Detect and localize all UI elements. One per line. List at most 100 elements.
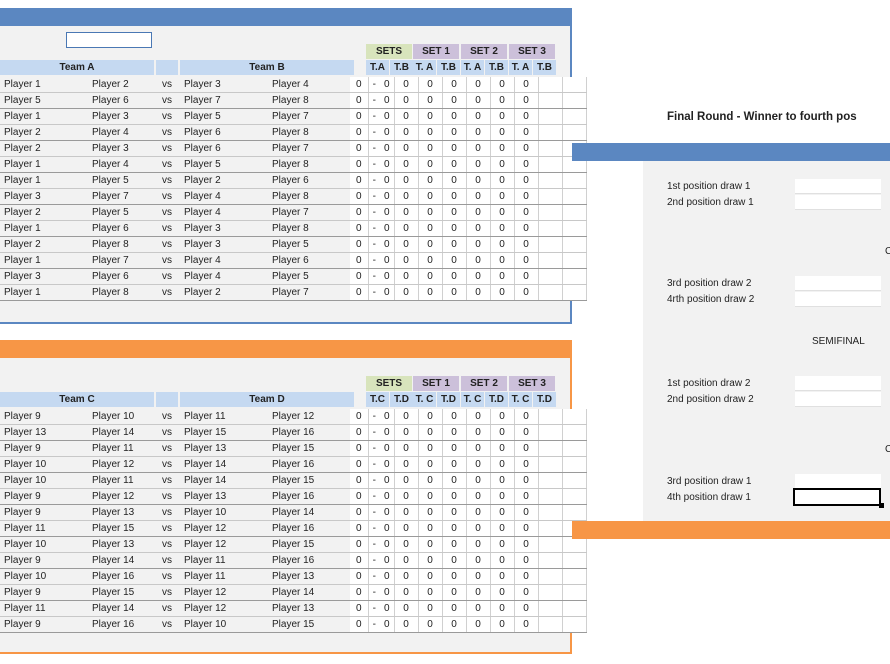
set-score-cell[interactable]: 0 (394, 124, 419, 141)
set-score-cell[interactable]: 0 (418, 220, 443, 237)
set-score-cell[interactable]: 0 (418, 440, 443, 457)
set-score-cell[interactable]: 0 (394, 92, 419, 109)
set-score-cell[interactable]: 0 (442, 268, 467, 285)
set-score-cell[interactable]: 0 (442, 236, 467, 253)
set-score-cell[interactable]: 0 (514, 156, 539, 173)
set-score-cell[interactable]: 0 (394, 252, 419, 269)
set-score-cell[interactable]: 0 (466, 616, 491, 633)
set-score-cell[interactable]: 0 (514, 172, 539, 189)
set-score-cell[interactable]: 0 (466, 188, 491, 205)
set-score-cell[interactable]: 0 (490, 440, 515, 457)
final-input-8-selected[interactable] (793, 488, 881, 506)
sets-score-right[interactable]: 0 (380, 172, 395, 189)
set-score-cell[interactable]: 0 (514, 108, 539, 125)
sets-score-left[interactable]: 0 (350, 504, 369, 521)
set-score-cell[interactable]: 0 (466, 220, 491, 237)
final-input-6[interactable] (795, 392, 881, 407)
sets-score-right[interactable]: 0 (380, 568, 395, 585)
sets-score-right[interactable]: 0 (380, 536, 395, 553)
set-score-cell[interactable]: 0 (514, 552, 539, 569)
sets-score-left[interactable]: 0 (350, 204, 369, 221)
sets-score-left[interactable]: 0 (350, 568, 369, 585)
set-score-cell[interactable]: 0 (418, 520, 443, 537)
set-score-cell[interactable]: 0 (418, 600, 443, 617)
set-score-cell[interactable]: 0 (394, 108, 419, 125)
set-score-cell[interactable]: 0 (490, 124, 515, 141)
set-score-cell[interactable]: 0 (418, 456, 443, 473)
set-score-cell[interactable]: 0 (418, 284, 443, 301)
set-score-cell[interactable]: 0 (394, 600, 419, 617)
sets-score-left[interactable]: 0 (350, 584, 369, 601)
set-score-cell[interactable]: 0 (490, 456, 515, 473)
set-score-cell[interactable]: 0 (394, 520, 419, 537)
sets-score-left[interactable]: 0 (350, 252, 369, 269)
sets-score-left[interactable]: 0 (350, 108, 369, 125)
set-score-cell[interactable]: 0 (418, 172, 443, 189)
set-score-cell[interactable]: 0 (514, 92, 539, 109)
set-score-cell[interactable]: 0 (442, 252, 467, 269)
set-score-cell[interactable]: 0 (442, 92, 467, 109)
sets-score-right[interactable]: 0 (380, 504, 395, 521)
sets-score-left[interactable]: 0 (350, 284, 369, 301)
set-score-cell[interactable]: 0 (394, 409, 419, 425)
set-score-cell[interactable]: 0 (466, 584, 491, 601)
set-score-cell[interactable]: 0 (418, 536, 443, 553)
set-score-cell[interactable]: 0 (490, 616, 515, 633)
set-score-cell[interactable]: 0 (394, 488, 419, 505)
sets-score-left[interactable]: 0 (350, 536, 369, 553)
set-score-cell[interactable]: 0 (442, 77, 467, 93)
set-score-cell[interactable]: 0 (466, 504, 491, 521)
set-score-cell[interactable]: 0 (418, 584, 443, 601)
sets-score-right[interactable]: 0 (380, 488, 395, 505)
final-input-1[interactable] (795, 179, 881, 194)
set-score-cell[interactable]: 0 (466, 204, 491, 221)
set-score-cell[interactable]: 0 (466, 140, 491, 157)
set-score-cell[interactable]: 0 (418, 409, 443, 425)
set-score-cell[interactable]: 0 (490, 188, 515, 205)
set-score-cell[interactable]: 0 (418, 268, 443, 285)
set-score-cell[interactable]: 0 (514, 520, 539, 537)
set-score-cell[interactable]: 0 (394, 568, 419, 585)
sets-score-right[interactable]: 0 (380, 616, 395, 633)
set-score-cell[interactable]: 0 (418, 77, 443, 93)
set-score-cell[interactable]: 0 (394, 536, 419, 553)
set-score-cell[interactable]: 0 (418, 424, 443, 441)
set-score-cell[interactable]: 0 (490, 220, 515, 237)
sets-score-right[interactable]: 0 (380, 409, 395, 425)
set-score-cell[interactable]: 0 (466, 552, 491, 569)
set-score-cell[interactable]: 0 (514, 456, 539, 473)
sets-score-left[interactable]: 0 (350, 600, 369, 617)
set-score-cell[interactable]: 0 (514, 584, 539, 601)
set-score-cell[interactable]: 0 (514, 536, 539, 553)
set-score-cell[interactable]: 0 (466, 456, 491, 473)
set-score-cell[interactable]: 0 (490, 568, 515, 585)
set-score-cell[interactable]: 0 (418, 488, 443, 505)
sets-score-right[interactable]: 0 (380, 268, 395, 285)
final-input-7[interactable] (795, 474, 881, 489)
set-score-cell[interactable]: 0 (394, 284, 419, 301)
sets-score-right[interactable]: 0 (380, 124, 395, 141)
set-score-cell[interactable]: 0 (442, 124, 467, 141)
set-score-cell[interactable]: 0 (442, 440, 467, 457)
set-score-cell[interactable]: 0 (442, 108, 467, 125)
set-score-cell[interactable]: 0 (442, 220, 467, 237)
set-score-cell[interactable]: 0 (418, 504, 443, 521)
set-score-cell[interactable]: 0 (514, 440, 539, 457)
sets-score-right[interactable]: 0 (380, 584, 395, 601)
set-score-cell[interactable]: 0 (490, 108, 515, 125)
set-score-cell[interactable]: 0 (418, 616, 443, 633)
sets-score-left[interactable]: 0 (350, 552, 369, 569)
sets-score-left[interactable]: 0 (350, 268, 369, 285)
set-score-cell[interactable]: 0 (418, 204, 443, 221)
set-score-cell[interactable]: 0 (466, 268, 491, 285)
sets-score-right[interactable]: 0 (380, 552, 395, 569)
set-score-cell[interactable]: 0 (490, 584, 515, 601)
set-score-cell[interactable]: 0 (490, 252, 515, 269)
set-score-cell[interactable]: 0 (466, 536, 491, 553)
set-score-cell[interactable]: 0 (466, 172, 491, 189)
sets-score-left[interactable]: 0 (350, 77, 369, 93)
final-input-3[interactable] (795, 276, 881, 291)
sets-score-left[interactable]: 0 (350, 409, 369, 425)
set-score-cell[interactable]: 0 (466, 600, 491, 617)
set-score-cell[interactable]: 0 (442, 568, 467, 585)
